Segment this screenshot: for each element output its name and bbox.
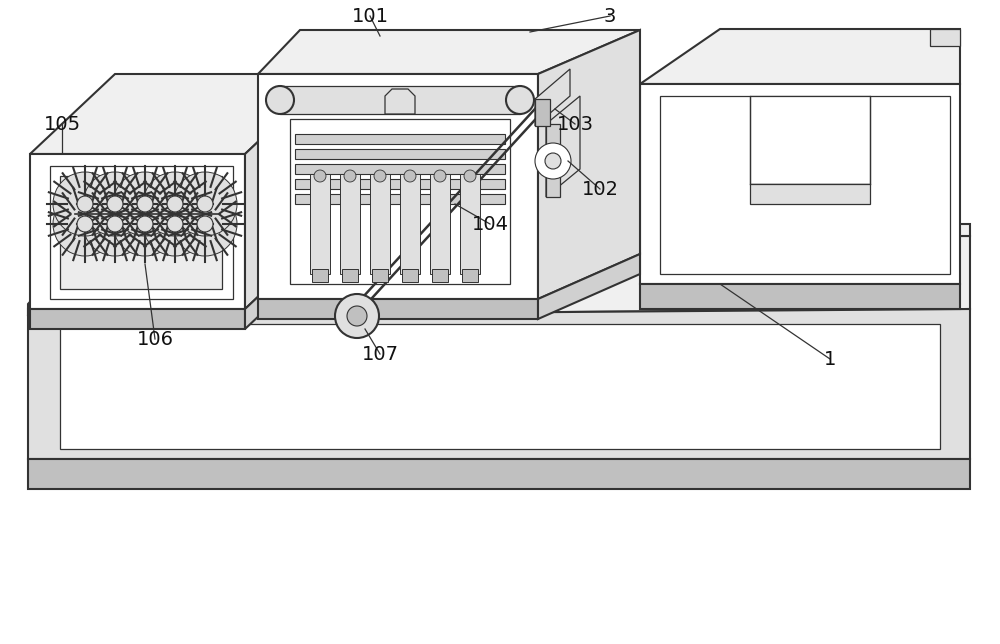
Circle shape (167, 196, 183, 212)
Polygon shape (340, 174, 360, 274)
Circle shape (344, 170, 356, 182)
Polygon shape (460, 174, 480, 274)
Polygon shape (546, 124, 560, 197)
Text: 103: 103 (556, 115, 594, 133)
Polygon shape (258, 74, 538, 299)
Polygon shape (750, 184, 870, 204)
Text: 104: 104 (472, 214, 509, 234)
Polygon shape (295, 149, 505, 159)
Polygon shape (245, 229, 330, 329)
Text: 106: 106 (136, 330, 174, 348)
Circle shape (347, 306, 367, 326)
Circle shape (83, 192, 147, 256)
Polygon shape (640, 29, 960, 84)
Circle shape (143, 192, 207, 256)
Polygon shape (535, 99, 550, 126)
Circle shape (374, 170, 386, 182)
Polygon shape (400, 174, 420, 274)
Polygon shape (295, 179, 505, 189)
Polygon shape (430, 174, 450, 274)
Circle shape (137, 196, 153, 212)
Polygon shape (28, 269, 65, 316)
Polygon shape (290, 119, 510, 284)
Polygon shape (30, 154, 245, 309)
Polygon shape (402, 269, 418, 282)
Polygon shape (546, 96, 580, 197)
Circle shape (434, 170, 446, 182)
Circle shape (404, 170, 416, 182)
Circle shape (535, 143, 571, 179)
Polygon shape (280, 86, 520, 114)
Polygon shape (258, 30, 640, 74)
Circle shape (113, 172, 177, 236)
Circle shape (77, 216, 93, 232)
Polygon shape (28, 459, 970, 489)
Circle shape (143, 172, 207, 236)
Polygon shape (538, 30, 640, 299)
Polygon shape (660, 96, 950, 274)
Polygon shape (30, 74, 330, 154)
Text: 3: 3 (604, 6, 616, 26)
Circle shape (506, 86, 534, 114)
Polygon shape (342, 269, 358, 282)
Circle shape (107, 196, 123, 212)
Circle shape (266, 86, 294, 114)
Circle shape (314, 170, 326, 182)
Polygon shape (535, 69, 570, 126)
Polygon shape (295, 194, 505, 204)
Polygon shape (310, 174, 330, 274)
Polygon shape (28, 236, 970, 316)
Circle shape (173, 172, 237, 236)
Polygon shape (28, 224, 100, 316)
Polygon shape (60, 324, 940, 449)
Polygon shape (640, 84, 960, 284)
Polygon shape (930, 29, 960, 46)
Polygon shape (245, 74, 330, 309)
Circle shape (197, 196, 213, 212)
Polygon shape (372, 269, 388, 282)
Text: 105: 105 (43, 115, 81, 133)
Circle shape (464, 170, 476, 182)
Polygon shape (432, 269, 448, 282)
Polygon shape (750, 96, 870, 184)
Polygon shape (462, 269, 478, 282)
Circle shape (113, 192, 177, 256)
Circle shape (83, 172, 147, 236)
Polygon shape (60, 176, 222, 289)
Polygon shape (312, 269, 328, 282)
Polygon shape (28, 309, 970, 459)
Circle shape (173, 192, 237, 256)
Circle shape (197, 216, 213, 232)
Polygon shape (50, 166, 233, 299)
Text: 1: 1 (824, 350, 836, 368)
Polygon shape (30, 309, 245, 329)
Circle shape (137, 216, 153, 232)
Circle shape (335, 294, 379, 338)
Polygon shape (385, 89, 415, 114)
Text: 102: 102 (582, 180, 618, 198)
Polygon shape (370, 174, 390, 274)
Text: 107: 107 (362, 345, 398, 363)
Circle shape (77, 196, 93, 212)
Polygon shape (295, 134, 505, 144)
Polygon shape (640, 284, 960, 309)
Circle shape (107, 216, 123, 232)
Polygon shape (538, 254, 640, 319)
Polygon shape (258, 299, 538, 319)
Text: 101: 101 (352, 6, 388, 26)
Circle shape (545, 153, 561, 169)
Circle shape (167, 216, 183, 232)
Polygon shape (100, 224, 970, 236)
Circle shape (53, 192, 117, 256)
Circle shape (53, 172, 117, 236)
Polygon shape (295, 164, 505, 174)
